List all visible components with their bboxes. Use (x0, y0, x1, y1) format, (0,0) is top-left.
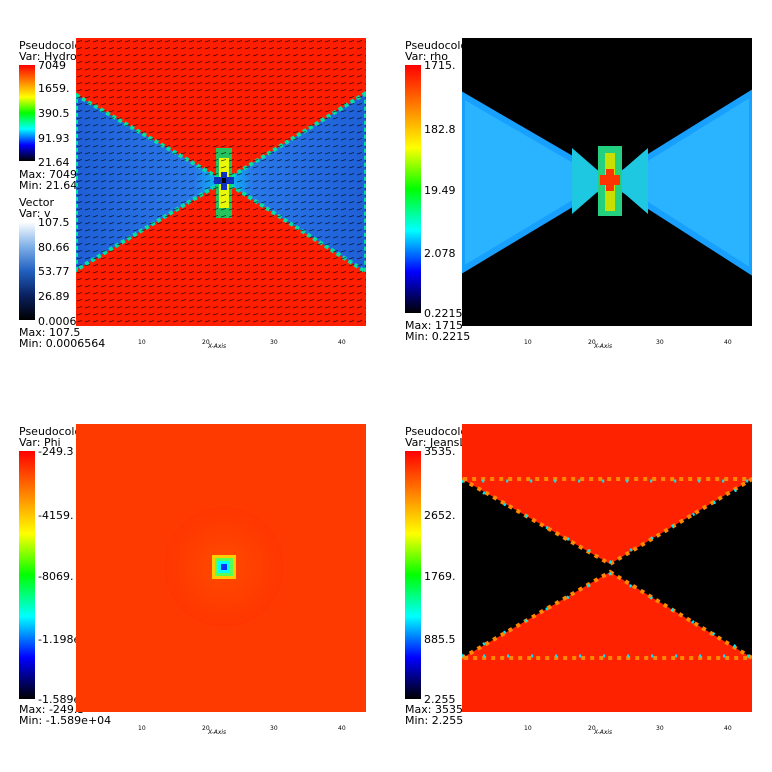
colorbar-tick: 107.5 (38, 216, 70, 229)
colorbar-tick: 91.93 (38, 132, 70, 145)
x-tick: 40 (338, 339, 346, 346)
plot-type-label: Pseudocolor (19, 425, 86, 438)
panel-rho: Pseudocolor Var: rho 1715. 182.8 19.49 2… (386, 0, 772, 386)
vector-type-label: Vector (19, 196, 55, 209)
heatmap-jeanslength (462, 424, 752, 712)
colorbar-vector (19, 222, 35, 320)
x-axis-label: X-Axis (208, 729, 227, 736)
panel-jeanslength: Pseudocolor Var: JeansLength 3535. 2652.… (386, 386, 772, 772)
plot-area-jeanslength (462, 424, 752, 712)
colorbar-tick: 80.66 (38, 241, 70, 254)
colorbar-tick: -4159. (38, 509, 74, 522)
x-tick: 10 (138, 725, 146, 732)
x-axis-label: X-Axis (594, 729, 613, 736)
colorbar-hydro (19, 65, 35, 161)
min-label: Min: -1.589e+04 (19, 714, 112, 727)
plot-type-label: Pseudocolor (19, 39, 86, 52)
x-tick: 30 (656, 725, 664, 732)
variable-label: Var: Phi (19, 436, 61, 449)
max-label: Max: 1715 (405, 319, 463, 332)
colorbar-tick: 1769. (424, 570, 456, 583)
colorbar-tick: 0.0006564 (38, 315, 98, 328)
variable-label: Var: Hydro (19, 50, 77, 63)
x-tick: 20 (202, 339, 210, 346)
min-label: Min: 2.255 (405, 714, 464, 727)
colorbar-tick: 53.77 (38, 265, 70, 278)
heatmap-hydro (76, 38, 366, 326)
colorbar-tick: 21.64 (38, 156, 70, 169)
vector-variable-label: Var: v (19, 207, 51, 220)
max-label: Max: 7049 (19, 168, 77, 181)
x-tick: 30 (656, 339, 664, 346)
x-axis-label: X-Axis (208, 343, 227, 350)
heatmap-rho (462, 38, 752, 326)
min-label: Min: 0.2215 (405, 330, 471, 343)
plot-type-label: Pseudocolor (405, 39, 472, 52)
colorbar-tick: 390.5 (38, 107, 70, 120)
x-tick: 40 (338, 725, 346, 732)
colorbar-tick: -1.198e+04 (38, 633, 104, 646)
plot-area-rho (462, 38, 752, 326)
plot-type-label: Pseudocolor (405, 425, 472, 438)
max-label: Max: 3535 (405, 703, 463, 716)
x-tick: 20 (202, 725, 210, 732)
x-tick: 10 (138, 339, 146, 346)
heatmap-phi (76, 424, 366, 712)
x-tick: 10 (524, 339, 532, 346)
colorbar-tick: 885.5 (424, 633, 456, 646)
colorbar-tick: -8069. (38, 570, 74, 583)
vector-min-label: Min: 0.0006564 (19, 337, 106, 350)
x-tick: 10 (524, 725, 532, 732)
plot-area-phi (76, 424, 366, 712)
colorbar-tick: 7049 (38, 59, 66, 72)
colorbar-tick: 2652. (424, 509, 456, 522)
colorbar-phi (19, 451, 35, 699)
x-tick: 30 (270, 725, 278, 732)
x-tick: 30 (270, 339, 278, 346)
colorbar-rho (405, 65, 421, 313)
colorbar-tick: 0.2215 (424, 307, 463, 320)
panel-hydro: Pseudocolor Var: Hydro 7049 1659. 390.5 … (0, 0, 386, 386)
colorbar-tick: 2.078 (424, 247, 456, 260)
panel-phi: Pseudocolor Var: Phi -249.3 -4159. -8069… (0, 386, 386, 772)
x-tick: 20 (588, 339, 596, 346)
plot-area-hydro (76, 38, 366, 326)
colorbar-tick: 1715. (424, 59, 456, 72)
colorbar-tick: 182.8 (424, 123, 456, 136)
max-label: Max: -249.3 (19, 703, 85, 716)
colorbar-tick: 26.89 (38, 290, 70, 303)
x-tick: 40 (724, 339, 732, 346)
x-axis-label: X-Axis (594, 343, 613, 350)
colorbar-tick: 19.49 (424, 184, 456, 197)
variable-label: Var: rho (405, 50, 448, 63)
x-tick: 40 (724, 725, 732, 732)
colorbar-tick: -1.589e+04 (38, 693, 104, 706)
colorbar-tick: 2.255 (424, 693, 456, 706)
min-label: Min: 21.64 (19, 179, 78, 192)
colorbar-tick: 1659. (38, 82, 70, 95)
colorbar-jeanslength (405, 451, 421, 699)
colorbar-tick: -249.3 (38, 445, 74, 458)
x-tick: 20 (588, 725, 596, 732)
colorbar-tick: 3535. (424, 445, 456, 458)
vector-max-label: Max: 107.5 (19, 326, 81, 339)
